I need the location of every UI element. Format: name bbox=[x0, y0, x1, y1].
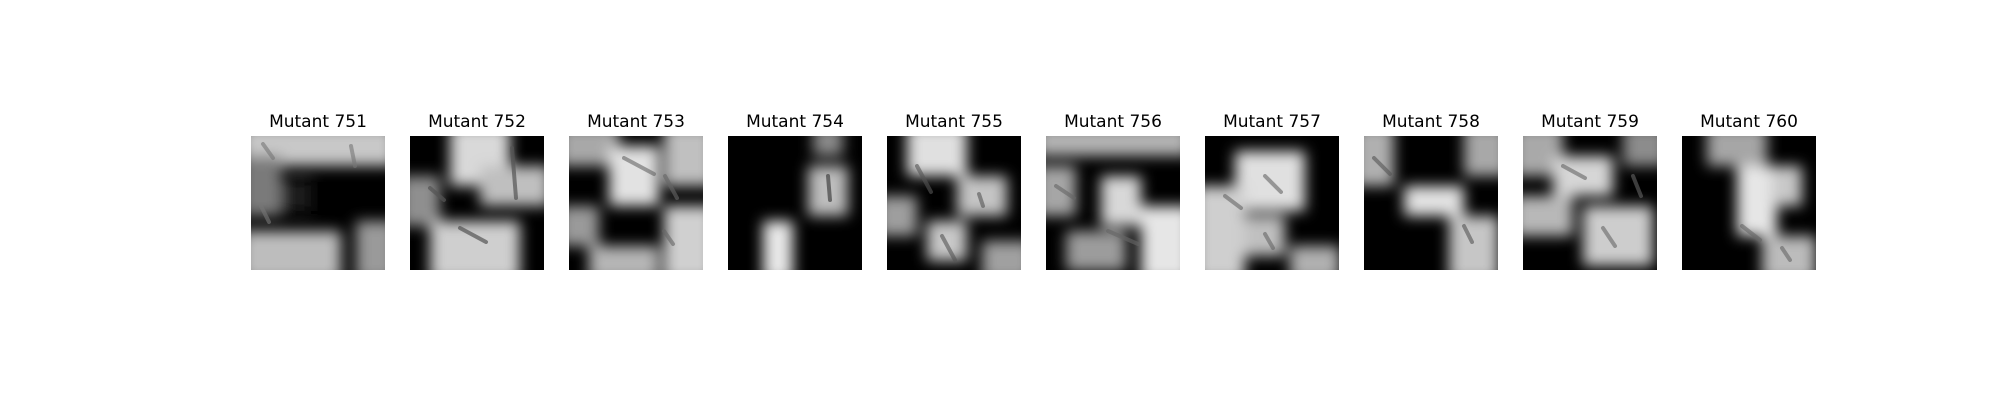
panel-title: Mutant 751 bbox=[269, 112, 367, 132]
mutant-image-758 bbox=[1364, 136, 1498, 270]
panel-title: Mutant 759 bbox=[1541, 112, 1639, 132]
panel-title: Mutant 753 bbox=[587, 112, 685, 132]
panel-title: Mutant 752 bbox=[428, 112, 526, 132]
mutant-image-753 bbox=[569, 136, 703, 270]
mutant-image-751 bbox=[251, 136, 385, 270]
mutant-image-756 bbox=[1046, 136, 1180, 270]
panel-title: Mutant 755 bbox=[905, 112, 1003, 132]
panel-title: Mutant 754 bbox=[746, 112, 844, 132]
panel-title: Mutant 757 bbox=[1223, 112, 1321, 132]
mutant-image-754 bbox=[728, 136, 862, 270]
panel-title: Mutant 760 bbox=[1700, 112, 1798, 132]
mutant-image-760 bbox=[1682, 136, 1816, 270]
mutant-image-752 bbox=[410, 136, 544, 270]
mutant-image-757 bbox=[1205, 136, 1339, 270]
panel-title: Mutant 756 bbox=[1064, 112, 1162, 132]
mutant-image-755 bbox=[887, 136, 1021, 270]
mutant-image-759 bbox=[1523, 136, 1657, 270]
panel-title: Mutant 758 bbox=[1382, 112, 1480, 132]
